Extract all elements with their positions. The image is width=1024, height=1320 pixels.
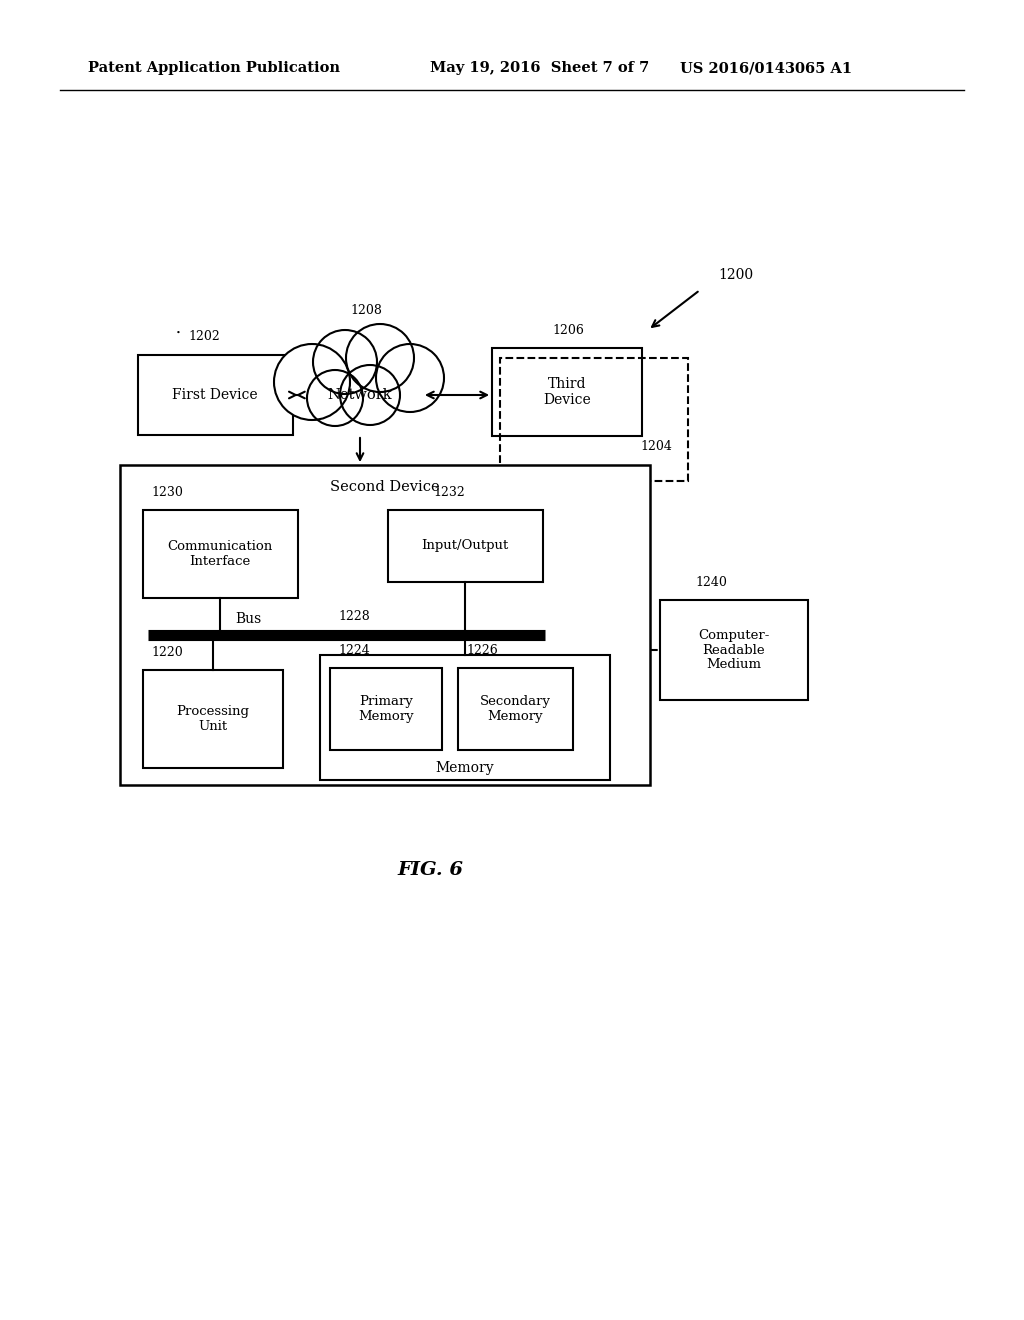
Bar	[388, 510, 543, 582]
Text: Bus: Bus	[234, 612, 261, 626]
Circle shape	[346, 323, 414, 392]
Text: Computer-
Readable
Medium: Computer- Readable Medium	[698, 628, 770, 672]
Text: Secondary
Memory: Secondary Memory	[479, 696, 551, 723]
Circle shape	[274, 345, 350, 420]
Bar	[458, 668, 573, 750]
Text: Memory: Memory	[435, 762, 495, 775]
Bar	[120, 465, 650, 785]
Bar	[143, 510, 298, 598]
Circle shape	[340, 366, 400, 425]
Text: FIG. 6: FIG. 6	[397, 861, 463, 879]
Text: •: •	[176, 329, 181, 337]
Text: Second Device: Second Device	[330, 480, 440, 494]
Bar	[138, 355, 293, 436]
Text: 1224: 1224	[338, 644, 370, 656]
Bar	[492, 348, 642, 436]
Text: 1232: 1232	[433, 486, 465, 499]
Text: 1230: 1230	[151, 486, 183, 499]
Text: Processing
Unit: Processing Unit	[176, 705, 250, 733]
Text: Communication
Interface: Communication Interface	[167, 540, 272, 568]
Text: 1240: 1240	[695, 576, 727, 589]
Text: First Device: First Device	[172, 388, 258, 403]
Text: Patent Application Publication: Patent Application Publication	[88, 61, 340, 75]
Text: 1222: 1222	[488, 631, 519, 644]
Text: Network: Network	[328, 388, 392, 403]
Text: 1228: 1228	[338, 610, 370, 623]
Circle shape	[313, 330, 377, 393]
Text: US 2016/0143065 A1: US 2016/0143065 A1	[680, 61, 852, 75]
Text: 1200: 1200	[718, 268, 753, 282]
Text: 1202: 1202	[188, 330, 220, 343]
Bar	[330, 668, 442, 750]
Text: Input/Output: Input/Output	[421, 540, 509, 553]
Text: May 19, 2016  Sheet 7 of 7: May 19, 2016 Sheet 7 of 7	[430, 61, 649, 75]
Text: 1206: 1206	[552, 323, 584, 337]
Bar	[143, 671, 283, 768]
Text: 1226: 1226	[466, 644, 498, 656]
Bar	[500, 358, 688, 480]
Bar	[660, 601, 808, 700]
Circle shape	[376, 345, 444, 412]
Text: 1208: 1208	[350, 304, 382, 317]
Circle shape	[307, 370, 362, 426]
Text: 1220: 1220	[151, 645, 182, 659]
Text: Third
Device: Third Device	[543, 378, 591, 407]
Text: 1204: 1204	[640, 441, 672, 454]
Text: Primary
Memory: Primary Memory	[358, 696, 414, 723]
Bar	[319, 655, 610, 780]
